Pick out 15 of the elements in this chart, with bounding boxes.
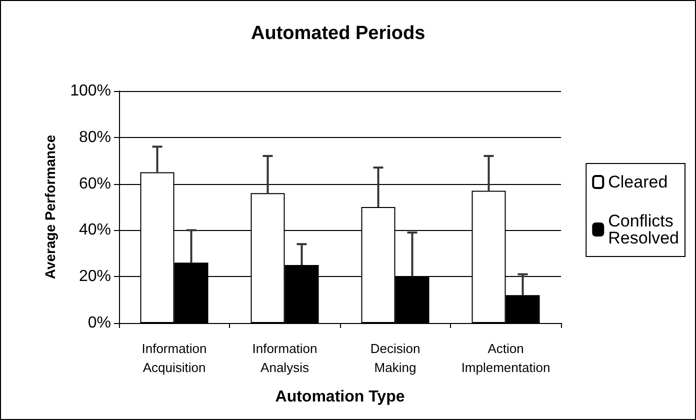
- x-axis-title: Automation Type: [275, 388, 405, 406]
- y-tick-label: 40%: [78, 222, 111, 239]
- y-axis-title: Average Performance: [42, 134, 58, 280]
- legend-label: Cleared: [608, 172, 668, 192]
- y-tick-label: 20%: [78, 268, 111, 286]
- x-tick-label: Decision Making: [370, 341, 420, 375]
- legend-label: Conflicts Resolved: [608, 212, 680, 248]
- y-tick-label: 60%: [78, 175, 111, 192]
- x-tick-label: Information Analysis: [252, 341, 318, 375]
- y-tick-label: 80%: [78, 128, 111, 146]
- y-tick-label: 0%: [88, 314, 111, 332]
- x-tick-label: Information Acquisition: [142, 341, 207, 375]
- chart-title: Automated Periods: [251, 23, 426, 44]
- y-tick-label: 100%: [70, 82, 111, 100]
- x-tick-label: Action Implementation: [461, 341, 550, 375]
